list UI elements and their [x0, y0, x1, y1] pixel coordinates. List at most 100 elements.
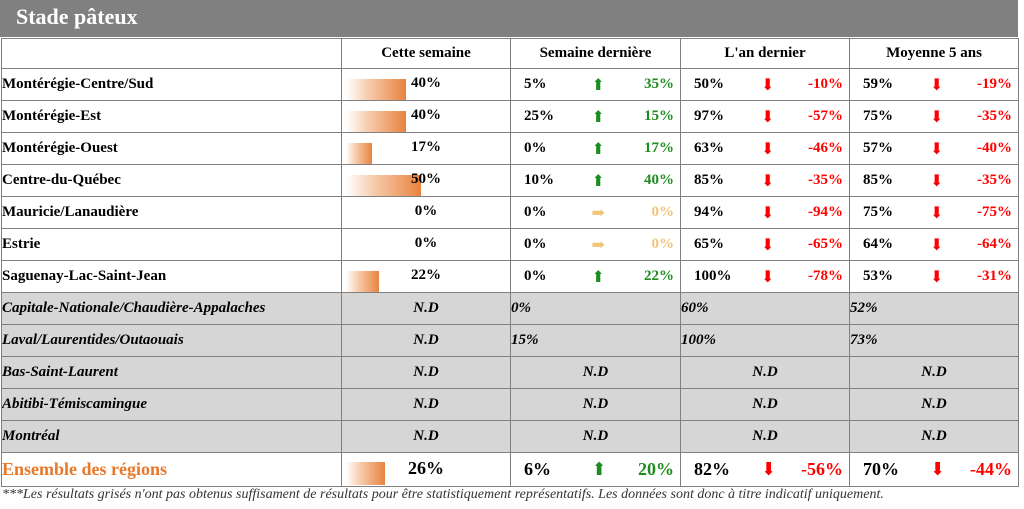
last-week-cell: 5% ⬆ 35% — [510, 68, 681, 101]
last-year-change: -65% — [808, 236, 843, 252]
avg-5yr-cell: N.D — [849, 356, 1019, 389]
up-arrow-icon: ⬆ — [591, 172, 605, 190]
table-row-grey: Laval/Laurentides/Outaouais N.D 15% 100% 73% — [1, 324, 1019, 357]
region-name: Capitale-Nationale/Chaudière-Appalaches — [1, 292, 342, 325]
region-name: Abitibi-Témiscamingue — [1, 388, 342, 421]
last-week-cell: 0% — [510, 292, 681, 325]
avg-5yr-value: 70% — [863, 459, 899, 479]
avg-5yr-cell: 52% — [849, 292, 1019, 325]
last-year-value: 82% — [694, 459, 730, 479]
avg-5yr-value: 64% — [863, 236, 893, 252]
last-year-cell: N.D — [680, 356, 850, 389]
last-week-cell: 0% ➡ 0% — [510, 228, 681, 261]
avg-5yr-cell: 70% ⬇ -44% — [849, 452, 1019, 487]
last-week-cell: 0% ⬆ 22% — [510, 260, 681, 293]
this-week-value: 0% — [414, 235, 438, 251]
this-week-cell: 0% — [341, 228, 511, 261]
last-year-cell: N.D — [680, 420, 850, 453]
last-year-value: 97% — [694, 108, 724, 124]
last-week-change: 35% — [644, 76, 674, 92]
avg-5yr-change: -75% — [977, 204, 1012, 220]
stats-table: Cette semaine Semaine dernière L'an dern… — [1, 38, 1019, 487]
region-name: Estrie — [1, 228, 342, 261]
this-week-cell: 26% — [341, 452, 511, 487]
last-week-value: 0% — [524, 236, 547, 252]
this-week-cell: N.D — [341, 388, 511, 421]
last-week-change: 0% — [651, 236, 675, 252]
avg-5yr-value: 57% — [863, 140, 893, 156]
down-arrow-icon: ⬇ — [930, 76, 944, 94]
avg-5yr-value: 53% — [863, 268, 893, 284]
last-year-change: -56% — [801, 459, 843, 479]
down-arrow-icon: ⬇ — [761, 268, 775, 286]
last-week-cell: 25% ⬆ 15% — [510, 100, 681, 133]
avg-5yr-cell: 73% — [849, 324, 1019, 357]
this-week-value: 50% — [411, 171, 441, 187]
flat-arrow-icon: ➡ — [591, 236, 605, 254]
avg-5yr-change: -35% — [977, 172, 1012, 188]
title-bar: Stade pâteux — [0, 0, 1018, 37]
this-week-bar — [346, 271, 379, 292]
last-year-value: 100% — [694, 268, 732, 284]
avg-5yr-value: 75% — [863, 204, 893, 220]
last-week-value: 0% — [524, 140, 547, 156]
this-week-bar — [346, 79, 406, 100]
avg-5yr-cell: 57% ⬇ -40% — [849, 132, 1019, 165]
last-year-cell: 50% ⬇ -10% — [680, 68, 850, 101]
this-week-value: 22% — [411, 267, 441, 283]
last-week-cell: 15% — [510, 324, 681, 357]
region-name: Montérégie-Est — [1, 100, 342, 133]
page-title: Stade pâteux — [16, 4, 138, 29]
header-region — [1, 38, 342, 69]
region-name: Montréal — [1, 420, 342, 453]
avg-5yr-change: -35% — [977, 108, 1012, 124]
avg-5yr-value: 75% — [863, 108, 893, 124]
last-week-cell: 10% ⬆ 40% — [510, 164, 681, 197]
last-year-change: -35% — [808, 172, 843, 188]
table-row-grey: Bas-Saint-Laurent N.D N.D N.D N.D — [1, 356, 1019, 389]
last-year-value: 94% — [694, 204, 724, 220]
this-week-cell: N.D — [341, 324, 511, 357]
this-week-value: 40% — [411, 107, 441, 123]
last-week-value: 0% — [524, 204, 547, 220]
last-year-value: 85% — [694, 172, 724, 188]
last-year-cell: 94% ⬇ -94% — [680, 196, 850, 229]
avg-5yr-cell: 75% ⬇ -75% — [849, 196, 1019, 229]
table-row-grey: Montréal N.D N.D N.D N.D — [1, 420, 1019, 453]
avg-5yr-cell: N.D — [849, 420, 1019, 453]
this-week-bar — [346, 143, 372, 164]
last-year-cell: 82% ⬇ -56% — [680, 452, 850, 487]
this-week-cell: N.D — [341, 292, 511, 325]
avg-5yr-cell: 53% ⬇ -31% — [849, 260, 1019, 293]
last-year-change: -78% — [808, 268, 843, 284]
avg-5yr-cell: 64% ⬇ -64% — [849, 228, 1019, 261]
last-year-cell: N.D — [680, 388, 850, 421]
table-row: Estrie 0% 0% ➡ 0% 65% ⬇ -65% 64% ⬇ -64% — [1, 228, 1019, 261]
header-last-year: L'an dernier — [680, 38, 850, 69]
down-arrow-icon: ⬇ — [930, 204, 944, 222]
header-row: Cette semaine Semaine dernière L'an dern… — [1, 38, 1019, 69]
down-arrow-icon: ⬇ — [761, 459, 777, 479]
last-year-change: -46% — [808, 140, 843, 156]
avg-5yr-change: -64% — [977, 236, 1012, 252]
header-last-week: Semaine dernière — [510, 38, 681, 69]
this-week-bar — [346, 462, 385, 485]
footnote: ***Les résultats grisés n'ont pas obtenu… — [2, 487, 884, 502]
down-arrow-icon: ⬇ — [761, 204, 775, 222]
flat-arrow-icon: ➡ — [591, 204, 605, 222]
last-year-cell: 63% ⬇ -46% — [680, 132, 850, 165]
this-week-cell: 40% — [341, 68, 511, 101]
last-week-cell: N.D — [510, 420, 681, 453]
last-week-cell: N.D — [510, 356, 681, 389]
last-year-cell: 97% ⬇ -57% — [680, 100, 850, 133]
last-year-change: -57% — [808, 108, 843, 124]
avg-5yr-cell: N.D — [849, 388, 1019, 421]
last-year-value: 50% — [694, 76, 724, 92]
last-week-value: 25% — [524, 108, 554, 124]
avg-5yr-cell: 59% ⬇ -19% — [849, 68, 1019, 101]
last-week-value: 6% — [524, 459, 551, 479]
last-week-cell: 0% ⬆ 17% — [510, 132, 681, 165]
table-row-grey: Abitibi-Témiscamingue N.D N.D N.D N.D — [1, 388, 1019, 421]
region-name: Laval/Laurentides/Outaouais — [1, 324, 342, 357]
region-name: Mauricie/Lanaudière — [1, 196, 342, 229]
